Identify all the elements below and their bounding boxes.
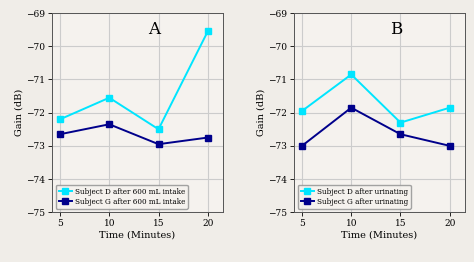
Subject D after urinating (398, 121, 403, 124)
Line: Subject D after 600 mL intake: Subject D after 600 mL intake (57, 29, 210, 132)
Subject G after urinating (398, 133, 403, 136)
Subject G after 600 mL intake (155, 143, 161, 146)
Subject G after urinating (348, 106, 354, 109)
Text: A: A (148, 21, 160, 38)
Subject D after 600 mL intake (57, 118, 63, 121)
Line: Subject G after urinating: Subject G after urinating (299, 105, 453, 149)
X-axis label: Time (Minutes): Time (Minutes) (341, 231, 418, 240)
Subject D after 600 mL intake (155, 128, 161, 131)
Y-axis label: Gain (dB): Gain (dB) (256, 89, 265, 136)
Line: Subject G after 600 mL intake: Subject G after 600 mL intake (57, 122, 210, 147)
Subject D after urinating (447, 106, 453, 109)
Legend: Subject D after 600 mL intake, Subject G after 600 mL intake: Subject D after 600 mL intake, Subject G… (56, 185, 188, 209)
Line: Subject D after urinating: Subject D after urinating (299, 72, 453, 125)
Subject D after 600 mL intake (205, 30, 210, 33)
Subject D after 600 mL intake (107, 96, 112, 99)
Y-axis label: Gain (dB): Gain (dB) (14, 89, 23, 136)
Text: B: B (390, 21, 402, 38)
Subject D after urinating (348, 73, 354, 76)
X-axis label: Time (Minutes): Time (Minutes) (99, 231, 175, 240)
Subject D after urinating (299, 110, 305, 113)
Subject G after urinating (447, 144, 453, 148)
Subject G after 600 mL intake (57, 133, 63, 136)
Subject G after 600 mL intake (205, 136, 210, 139)
Subject G after 600 mL intake (107, 123, 112, 126)
Legend: Subject D after urinating, Subject G after urinating: Subject D after urinating, Subject G aft… (298, 185, 410, 209)
Subject G after urinating (299, 144, 305, 148)
